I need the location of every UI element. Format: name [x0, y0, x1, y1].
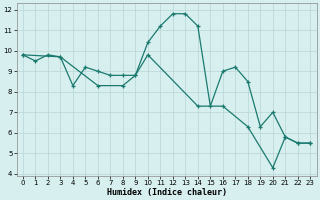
- X-axis label: Humidex (Indice chaleur): Humidex (Indice chaleur): [107, 188, 227, 197]
